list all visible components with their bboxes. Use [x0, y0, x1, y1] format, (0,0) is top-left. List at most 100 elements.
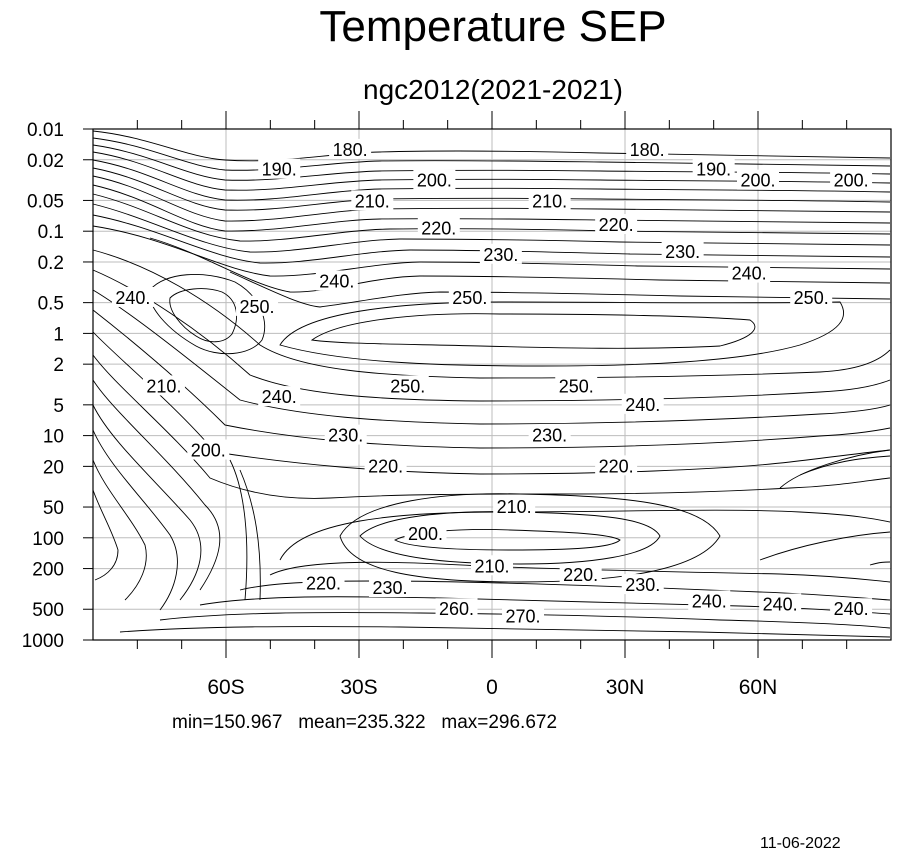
contour-label-bg	[142, 375, 185, 396]
contour-label: 250.	[794, 288, 829, 308]
contour-line	[92, 429, 178, 611]
chart-subtitle: ngc2012(2021-2021)	[363, 74, 623, 105]
contour-label: 270.	[506, 607, 541, 627]
contour-label-bg	[595, 214, 638, 235]
contour-line	[229, 459, 248, 601]
y-tick-label: 100	[32, 529, 64, 550]
contour-label-bg	[493, 496, 536, 517]
contour-label: 230.	[328, 426, 363, 446]
date-stamp: 11-06-2022	[760, 835, 841, 852]
contour-label-bg	[324, 424, 367, 445]
contour-label-bg	[258, 158, 301, 179]
contour-line	[310, 313, 756, 349]
contour-line	[229, 271, 891, 308]
contour-label: 200.	[408, 524, 443, 544]
contour-label: 240.	[763, 595, 798, 615]
contour-label-bg	[369, 577, 412, 598]
contour-line	[169, 288, 238, 343]
y-tick-marks	[83, 128, 93, 641]
y-tick-label: 10	[43, 427, 64, 448]
contour-label-bg	[502, 605, 545, 626]
stats-summary: min=150.967 mean=235.322 max=296.672	[172, 712, 558, 733]
chart-title: Temperature SEP	[319, 2, 667, 51]
contour-label-bg	[830, 598, 873, 619]
y-tick-label: 0.2	[38, 253, 64, 274]
contour-label-bg	[364, 455, 407, 476]
contour-line	[92, 309, 891, 449]
contour-label-bg	[315, 270, 358, 291]
contour-label-bg	[404, 523, 447, 544]
y-tick-label: 0.01	[27, 120, 64, 141]
contour-label: 200.	[191, 441, 226, 461]
x-tick-label: 30S	[340, 676, 377, 699]
contour-label: 230.	[373, 578, 408, 598]
contour-label: 210.	[146, 376, 181, 396]
contour-line	[92, 459, 147, 601]
contour-line	[92, 489, 119, 581]
y-tick-label: 1000	[22, 631, 64, 652]
x-tick-label: 60S	[207, 676, 244, 699]
contour-line	[759, 531, 891, 561]
contour-label-bg	[621, 574, 664, 595]
contour-label: 260.	[439, 599, 474, 619]
contour-label: 180.	[630, 140, 665, 160]
y-tick-labels: 0.01 0.02 0.05 0.1 0.2 0.5 1 2 5 10 20 50 100 200 500 1…	[22, 120, 64, 652]
contour-label-bg	[728, 262, 771, 283]
contour-label: 230.	[625, 575, 660, 595]
contour-label-bg	[626, 138, 669, 159]
contour-label-bg	[559, 563, 602, 584]
contour-label: 200.	[417, 171, 452, 191]
contour-label: 200.	[740, 171, 775, 191]
y-tick-label: 0.1	[38, 222, 64, 243]
contour-label-bg	[386, 375, 429, 396]
contour-label: 210.	[355, 191, 390, 211]
x-tick-label: 0	[486, 676, 498, 699]
y-tick-label: 0.5	[38, 294, 64, 315]
contour-label: 190.	[262, 160, 297, 180]
contour-line	[199, 596, 891, 615]
contour-label-bg	[790, 286, 833, 307]
contour-line	[92, 269, 891, 402]
contour-label: 240.	[262, 387, 297, 407]
contour-line	[779, 449, 891, 489]
contour-label: 190.	[696, 160, 731, 180]
contour-line	[92, 167, 891, 211]
contour-label: 250.	[452, 288, 487, 308]
contour-label: 220.	[563, 565, 598, 585]
contour-label-bg	[528, 190, 571, 211]
contour-label: 240.	[834, 599, 869, 619]
y-tick-label: 5	[53, 396, 64, 417]
contour-line	[92, 214, 891, 264]
contour-label-bg	[258, 386, 301, 407]
contour-label: 220.	[599, 215, 634, 235]
contour-line	[92, 404, 202, 601]
contour-line	[149, 273, 266, 355]
x-tick-marks	[136, 111, 848, 658]
y-tick-label: 0.02	[27, 151, 64, 172]
contour-line	[92, 379, 221, 591]
x-tick-labels: 60S 30S 0 30N 60N	[207, 676, 777, 699]
contour-label-bg	[448, 286, 491, 307]
contour-label: 250.	[390, 376, 425, 396]
y-tick-label: 20	[43, 457, 64, 478]
contour-line	[119, 626, 891, 638]
contour-label: 210.	[532, 191, 567, 211]
contour-label-bg	[236, 295, 279, 316]
y-tick-label: 0.05	[27, 191, 64, 212]
contour-line	[92, 203, 891, 253]
contour-label-bg	[737, 169, 779, 190]
contour-line	[869, 561, 891, 566]
contour-label-bg	[479, 243, 522, 264]
contour-label-bg	[688, 590, 731, 611]
contour-label-bg	[187, 439, 230, 460]
contour-label-bg	[830, 169, 873, 190]
contour-label-bg	[555, 375, 598, 396]
y-tick-label: 1	[53, 324, 64, 345]
contour-label-bg	[661, 241, 704, 262]
contour-label: 210.	[474, 556, 509, 576]
x-tick-label: 30N	[606, 676, 645, 699]
contour-label: 210.	[497, 497, 532, 517]
contour-line	[279, 509, 891, 561]
contour-line	[339, 493, 721, 583]
